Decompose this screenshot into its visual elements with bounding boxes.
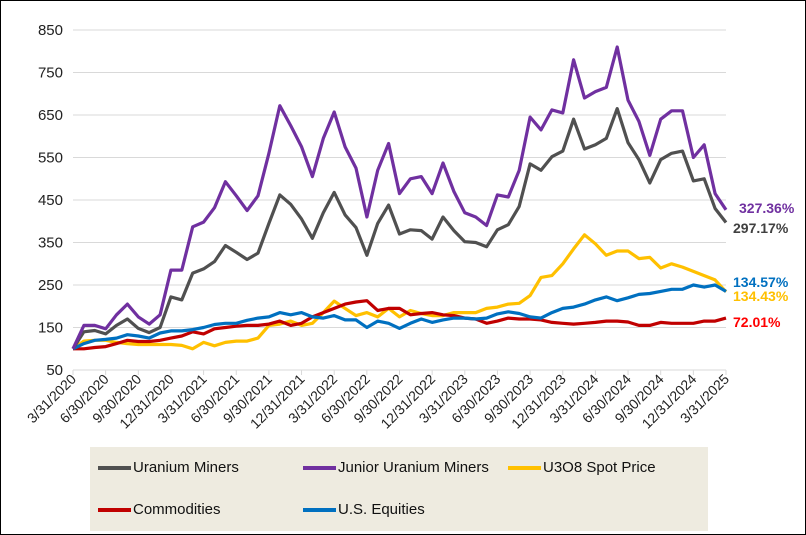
legend-label: U.S. Equities <box>338 501 425 518</box>
y-tick-label: 550 <box>38 150 63 167</box>
legend-swatch <box>303 465 336 470</box>
series-line-u3o8-spot-price <box>72 233 728 351</box>
legend-item-uranium-miners: Uranium Miners <box>98 459 239 476</box>
legend-item-us-equities: U.S. Equities <box>303 501 425 518</box>
series-line-junior-uranium-miners <box>71 45 728 350</box>
legend-swatch <box>98 507 131 512</box>
y-tick-label: 50 <box>46 362 63 379</box>
legend-swatch <box>303 507 336 512</box>
legend-item-u3o8-spot-price: U3O8 Spot Price <box>508 459 656 476</box>
y-tick-label: 650 <box>38 107 63 124</box>
end-label: 297.17% <box>733 220 789 236</box>
legend-label: U3O8 Spot Price <box>543 459 656 476</box>
legend-label: Junior Uranium Miners <box>338 459 489 476</box>
legend-item-commodities: Commodities <box>98 501 221 518</box>
legend-label: Commodities <box>133 501 221 518</box>
legend: Uranium Miners Junior Uranium Miners U3O… <box>90 447 708 531</box>
y-tick-label: 750 <box>38 65 63 82</box>
legend-swatch <box>98 465 131 470</box>
end-label: 72.01% <box>733 314 781 330</box>
y-tick-label: 450 <box>38 192 63 209</box>
y-tick-label: 250 <box>38 277 63 294</box>
legend-swatch <box>508 465 541 470</box>
series-line-u-s-equities <box>72 283 727 351</box>
y-tick-label: 350 <box>38 235 63 252</box>
series-line-commodities <box>73 299 727 351</box>
y-tick-label: 850 <box>38 22 63 39</box>
end-label: 134.57% <box>733 274 789 290</box>
end-label: 134.43% <box>733 288 789 304</box>
legend-label: Uranium Miners <box>133 459 239 476</box>
end-label: 327.36% <box>739 200 795 216</box>
y-tick-label: 150 <box>38 320 63 337</box>
series-line-uranium-miners <box>71 107 728 350</box>
legend-item-junior-uranium-miners: Junior Uranium Miners <box>303 459 489 476</box>
